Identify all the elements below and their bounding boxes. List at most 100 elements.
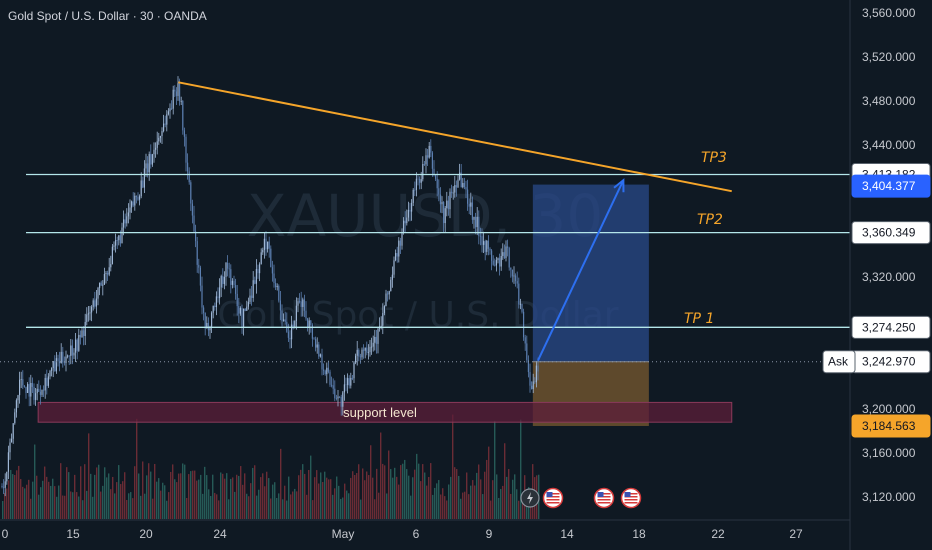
candle-body bbox=[310, 320, 312, 325]
candle-body bbox=[374, 336, 376, 343]
volume-bar bbox=[456, 469, 458, 519]
candle-body bbox=[110, 264, 112, 268]
candle-body bbox=[252, 280, 254, 298]
volume-bar bbox=[294, 488, 296, 519]
support-zone-rect[interactable] bbox=[37, 401, 733, 423]
candle-body bbox=[14, 412, 16, 424]
candle-body bbox=[156, 141, 158, 148]
flag-stripe bbox=[546, 493, 560, 495]
candle-body bbox=[523, 311, 525, 338]
candle-body bbox=[97, 287, 99, 299]
volume-bar bbox=[352, 471, 354, 519]
candle-body bbox=[244, 308, 246, 311]
candle-body bbox=[167, 111, 169, 115]
candle-body bbox=[78, 334, 80, 351]
candle-body bbox=[534, 381, 536, 383]
volume-bar bbox=[100, 491, 102, 519]
position-zones[interactable] bbox=[532, 184, 649, 426]
candle-body bbox=[57, 358, 59, 362]
candle-body bbox=[271, 267, 273, 274]
candle-body bbox=[420, 179, 422, 183]
candle-body bbox=[196, 241, 198, 265]
candle-body bbox=[99, 282, 101, 288]
volume-bar bbox=[186, 497, 188, 519]
candle-body bbox=[123, 219, 125, 228]
us-flag-icon[interactable] bbox=[542, 487, 564, 509]
volume-bar bbox=[388, 450, 390, 519]
volume-bar bbox=[222, 473, 224, 519]
horizontal-levels[interactable] bbox=[26, 173, 850, 328]
candle-body bbox=[43, 389, 45, 391]
candle-body bbox=[531, 385, 533, 390]
price-axis[interactable]: 3,560.000 3,520.000 3,480.000 3,440.000 3,32… bbox=[862, 6, 916, 504]
symbol-title[interactable]: Gold Spot / U.S. Dollar · 30 · OANDA bbox=[8, 9, 207, 23]
projection-arrow[interactable] bbox=[537, 178, 625, 362]
price-tick-label: 3,320.000 bbox=[862, 270, 916, 284]
volume-bar bbox=[20, 479, 22, 519]
candle-body bbox=[150, 154, 152, 165]
volume-bar bbox=[470, 485, 472, 519]
candle-body bbox=[140, 180, 142, 197]
volume-bar bbox=[188, 474, 190, 519]
time-axis[interactable]: 0 15 20 24 May 6 9 14 18 22 27 bbox=[2, 527, 803, 541]
volume-bar bbox=[70, 491, 72, 519]
volume-bar bbox=[234, 491, 236, 519]
us-flag-icon[interactable] bbox=[593, 487, 615, 509]
volume-bar bbox=[506, 476, 508, 519]
volume-bar bbox=[414, 469, 416, 519]
candle-body bbox=[299, 301, 301, 302]
volume-bar bbox=[14, 475, 16, 519]
volume-bar bbox=[112, 476, 114, 519]
candle-body bbox=[380, 325, 382, 327]
volume-bar bbox=[250, 483, 252, 519]
volume-bars bbox=[2, 414, 540, 519]
price-tag-label: 3,242.970 bbox=[862, 355, 916, 369]
candle-body bbox=[526, 343, 528, 360]
volume-bar bbox=[472, 480, 474, 519]
volume-bar bbox=[290, 494, 292, 519]
volume-bar bbox=[396, 476, 398, 519]
volume-bar bbox=[288, 476, 290, 519]
candle-body bbox=[1, 486, 3, 487]
candle-body bbox=[407, 209, 409, 218]
candle-body bbox=[38, 388, 40, 392]
candle-body bbox=[190, 182, 192, 204]
volume-bar bbox=[146, 475, 148, 519]
candle-body bbox=[518, 283, 520, 305]
volume-bar bbox=[336, 476, 338, 519]
candle-body bbox=[22, 379, 24, 386]
us-flag-icon[interactable] bbox=[620, 487, 642, 509]
candle-body bbox=[153, 149, 155, 155]
volume-bar bbox=[402, 463, 404, 519]
candle-body bbox=[182, 100, 184, 131]
volume-bar bbox=[226, 473, 228, 519]
volume-bar bbox=[452, 414, 454, 519]
trendline[interactable] bbox=[178, 81, 732, 193]
volume-bar bbox=[412, 477, 414, 519]
volume-bar bbox=[156, 481, 158, 519]
volume-bar bbox=[366, 471, 368, 519]
candle-body bbox=[198, 264, 200, 268]
candle-body bbox=[188, 171, 190, 183]
candle-body bbox=[316, 344, 318, 348]
volume-bar bbox=[150, 471, 152, 519]
volume-bar bbox=[376, 468, 378, 519]
candle-body bbox=[291, 324, 293, 340]
candle-body bbox=[340, 397, 342, 407]
volume-bar bbox=[360, 499, 362, 519]
volume-bar bbox=[480, 479, 482, 519]
volume-bar bbox=[372, 477, 374, 519]
support-zone[interactable]: support level bbox=[37, 401, 733, 423]
candle-body bbox=[356, 349, 358, 356]
flag-stripe bbox=[624, 502, 638, 504]
event-icons[interactable] bbox=[520, 487, 642, 509]
volume-bar bbox=[96, 467, 98, 519]
candle-body bbox=[507, 246, 509, 248]
candle-body bbox=[391, 274, 393, 280]
lightning-icon[interactable] bbox=[520, 488, 540, 508]
volume-bar bbox=[82, 500, 84, 519]
candle-body bbox=[308, 320, 310, 328]
volume-bar bbox=[166, 500, 168, 519]
volume-bar bbox=[404, 459, 406, 519]
